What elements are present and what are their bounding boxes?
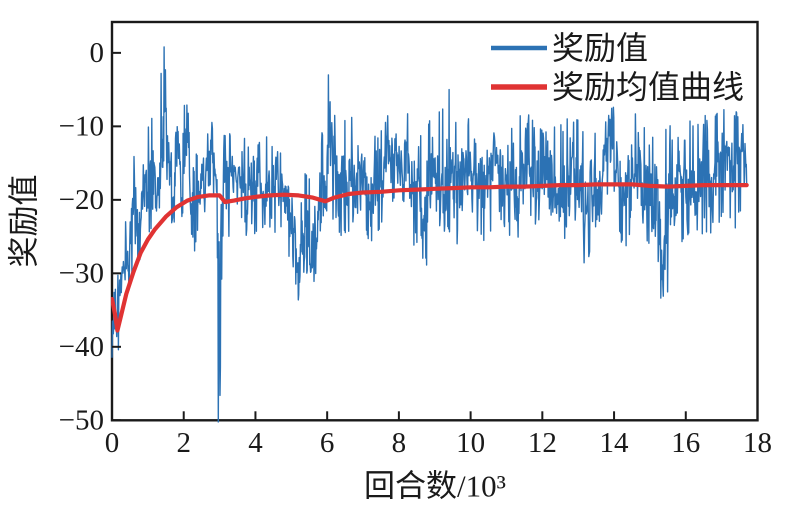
y-tick-label: −20 bbox=[59, 184, 104, 216]
y-axis-label: 奖励值 bbox=[7, 175, 42, 268]
x-tick-label: 12 bbox=[528, 427, 557, 459]
x-tick-label: 18 bbox=[743, 427, 772, 459]
x-tick-label: 0 bbox=[105, 427, 120, 459]
y-axis-ticks: 0 −10 −20 −30 −40 −50 bbox=[59, 37, 121, 436]
x-tick-label: 6 bbox=[320, 427, 335, 459]
y-tick-label: −40 bbox=[59, 331, 104, 363]
y-tick-label: −50 bbox=[59, 404, 104, 436]
x-tick-label: 4 bbox=[248, 427, 263, 459]
y-tick-label: −10 bbox=[59, 110, 104, 142]
x-axis-label: 回合数/10³ bbox=[364, 469, 506, 504]
x-tick-label: 16 bbox=[671, 427, 700, 459]
x-tick-label: 8 bbox=[392, 427, 407, 459]
plot-frame bbox=[110, 20, 759, 422]
x-tick-label: 10 bbox=[456, 427, 485, 459]
legend: 奖励值 奖励均值曲线 bbox=[491, 30, 744, 105]
y-tick-label: 0 bbox=[90, 37, 105, 69]
reward-series-line bbox=[111, 46, 748, 423]
legend-mean-label: 奖励均值曲线 bbox=[552, 69, 744, 105]
y-tick-label: −30 bbox=[59, 257, 104, 289]
legend-reward-label: 奖励值 bbox=[552, 30, 648, 66]
mean-reward-series-line bbox=[111, 182, 749, 333]
x-axis-ticks: 0 2 4 6 8 10 12 14 16 18 bbox=[105, 411, 772, 459]
x-tick-label: 2 bbox=[176, 427, 191, 459]
x-tick-label: 14 bbox=[600, 427, 630, 459]
